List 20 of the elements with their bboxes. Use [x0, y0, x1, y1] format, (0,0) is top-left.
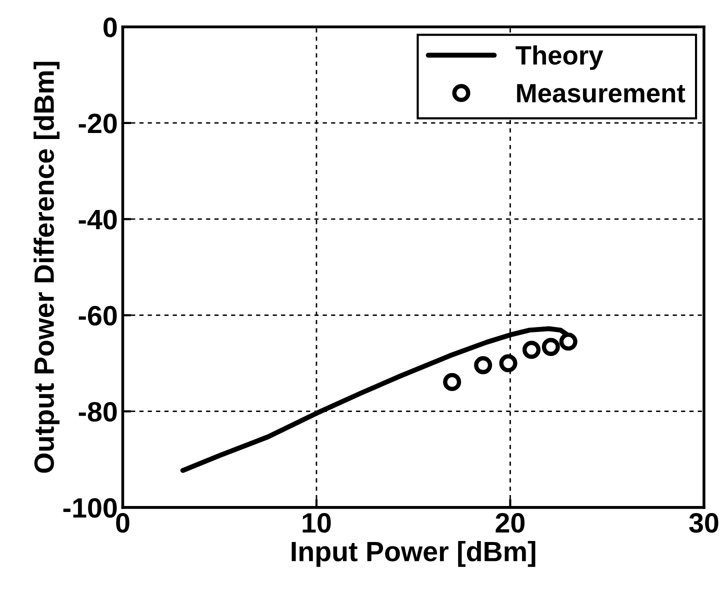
x-tick-label: 10 [302, 513, 331, 533]
y-axis-title: Output Power Difference [dBm] [34, 62, 60, 473]
point [474, 356, 492, 374]
x-tick-label: 20 [496, 513, 525, 533]
legend-label: Theory [516, 45, 604, 70]
legend-label: Measurement [517, 84, 686, 103]
y-tick-label: -40 [78, 210, 117, 230]
y-tick-label: -80 [78, 402, 117, 422]
point [559, 332, 578, 351]
point [542, 338, 560, 356]
y-tick-label: -20 [78, 114, 117, 134]
point [522, 340, 541, 359]
y-tick-label: -60 [78, 306, 117, 326]
y-tick-label: 0 [104, 18, 117, 38]
y-tick-label: -100 [63, 498, 117, 518]
point [499, 354, 518, 372]
x-axis-title: Input Power [dBm] [292, 540, 536, 567]
point [443, 372, 462, 392]
x-tick-label: 30 [689, 513, 718, 533]
x-tick-label: 0 [116, 513, 130, 533]
